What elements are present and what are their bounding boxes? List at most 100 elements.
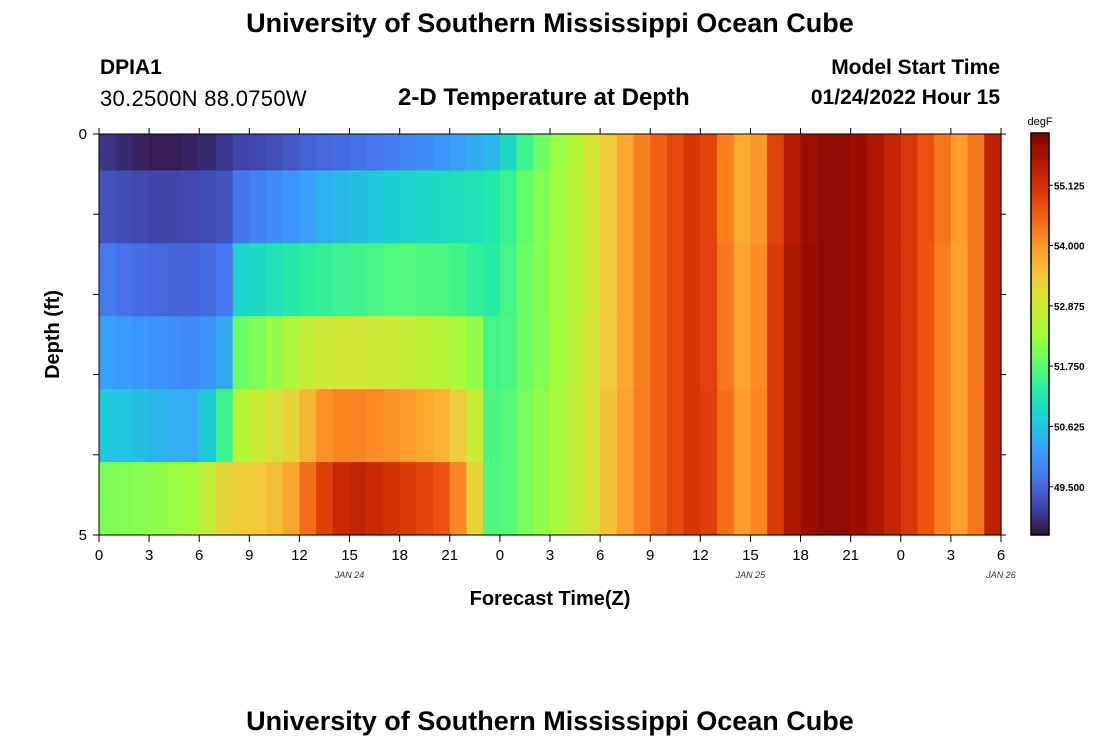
heatmap-cell <box>483 389 501 463</box>
heatmap-cell <box>616 389 635 463</box>
heatmap-cell <box>299 243 317 317</box>
heatmap-cell <box>533 134 551 172</box>
heatmap-cell <box>132 170 150 244</box>
heatmap-cell <box>349 316 367 390</box>
heatmap-cell <box>332 462 351 536</box>
heatmap-cell <box>282 462 301 536</box>
heatmap-cell <box>733 170 752 244</box>
heatmap-cell <box>366 462 384 536</box>
heatmap-cell <box>950 462 969 536</box>
heatmap-cell <box>616 134 635 172</box>
heatmap-cell <box>533 170 551 244</box>
heatmap-cell <box>717 316 735 390</box>
heatmap-cell <box>900 389 919 463</box>
heatmap-cell <box>666 243 685 317</box>
heatmap-cell <box>967 134 985 172</box>
heatmap-cell <box>399 170 417 244</box>
heatmap-cell <box>399 389 417 463</box>
heatmap-cell <box>650 316 668 390</box>
heatmap-cell <box>215 243 234 317</box>
heatmap-cell <box>984 389 1002 463</box>
heatmap-cell <box>299 389 317 463</box>
heatmap-cell <box>984 462 1002 536</box>
heatmap-cell <box>149 243 167 317</box>
heatmap-cell <box>867 316 885 390</box>
date-label: JAN 25 <box>735 570 767 580</box>
heatmap-cell <box>767 134 785 172</box>
heatmap-cell <box>182 462 200 536</box>
heatmap-cell <box>800 134 818 172</box>
heatmap-cell <box>499 389 518 463</box>
heatmap-cell <box>316 243 334 317</box>
heatmap-cell <box>850 462 868 536</box>
colorbar-tick-label: 51.750 <box>1054 362 1085 373</box>
x-tick-label: 0 <box>95 547 103 564</box>
x-tick-label: 0 <box>897 547 905 564</box>
heatmap-cell <box>165 462 184 536</box>
x-tick-label: 18 <box>792 547 809 564</box>
heatmap-cell <box>249 462 267 536</box>
heatmap-cell <box>299 134 317 172</box>
heatmap-cell <box>282 170 301 244</box>
model-start-value: 01/24/2022 Hour 15 <box>810 86 1000 109</box>
heatmap-cell <box>550 316 568 390</box>
heatmap-cell <box>967 243 985 317</box>
x-tick-label: 6 <box>195 547 203 564</box>
heatmap-cell <box>850 243 868 317</box>
heatmap-cell <box>666 462 685 536</box>
colorbar-tick-label: 54.000 <box>1054 242 1085 253</box>
heatmap-cell <box>566 170 584 244</box>
y-axis: 05 <box>79 126 1006 544</box>
heatmap-cell <box>332 134 351 172</box>
heatmap-cell <box>382 243 401 317</box>
heatmap-cell <box>516 170 534 244</box>
heatmap-cell <box>366 170 384 244</box>
heatmap-cell <box>783 389 802 463</box>
heatmap-cell <box>717 134 735 172</box>
heatmap-cell <box>316 389 334 463</box>
heatmap-cell <box>449 389 468 463</box>
heatmap-cell <box>733 462 752 536</box>
heatmap-cell <box>917 389 935 463</box>
heatmap-cell <box>683 134 701 172</box>
heatmap-cell <box>299 170 317 244</box>
heatmap-cell <box>182 134 200 172</box>
heatmap-cell <box>917 170 935 244</box>
heatmap-cell <box>600 389 618 463</box>
heatmap-cell <box>817 316 835 390</box>
heatmap-cell <box>449 316 468 390</box>
heatmap-cell <box>399 316 417 390</box>
heatmap-cell <box>850 316 868 390</box>
heatmap-cell <box>266 316 284 390</box>
colorbar-tick-label: 52.875 <box>1054 302 1085 313</box>
heatmap-cell <box>683 170 701 244</box>
heatmap-cell <box>666 170 685 244</box>
heatmap-cell <box>165 134 184 172</box>
heatmap-cell <box>550 170 568 244</box>
heatmap-cell <box>349 170 367 244</box>
heatmap-cell <box>249 389 267 463</box>
heatmap-cell <box>800 389 818 463</box>
heatmap-cell <box>733 134 752 172</box>
heatmap-cell <box>249 134 267 172</box>
heatmap-cell <box>783 134 802 172</box>
heatmap-cell <box>165 316 184 390</box>
heatmap-cell <box>382 316 401 390</box>
heatmap-cell <box>249 170 267 244</box>
heatmap-cell <box>249 316 267 390</box>
heatmap-cell <box>449 462 468 536</box>
heatmap-cell <box>499 134 518 172</box>
heatmap-cell <box>800 243 818 317</box>
heatmap-cell <box>750 389 768 463</box>
heatmap-cell <box>817 462 835 536</box>
heatmap-cell <box>433 462 451 536</box>
heatmap-cell <box>850 389 868 463</box>
heatmap-cell <box>483 243 501 317</box>
heatmap-cell <box>984 243 1002 317</box>
x-tick-label: 3 <box>145 547 153 564</box>
heatmap-cell <box>633 170 651 244</box>
heatmap-cell <box>416 243 434 317</box>
heatmap-cell <box>149 170 167 244</box>
heatmap-cell <box>332 170 351 244</box>
heatmap-cell <box>833 243 852 317</box>
